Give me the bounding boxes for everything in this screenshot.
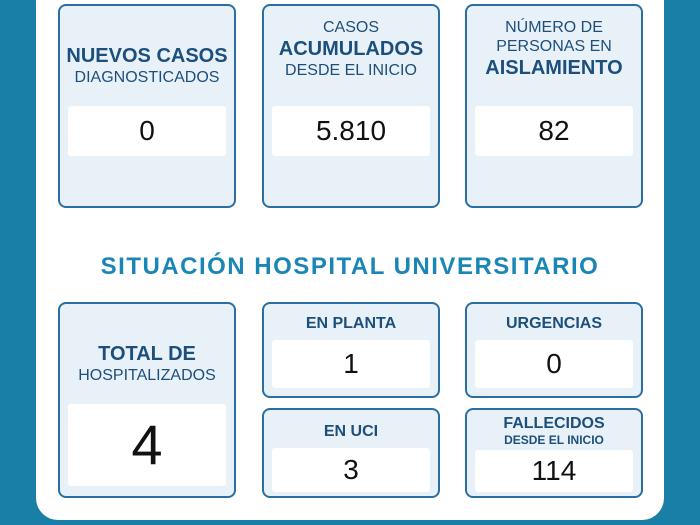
value-en-planta: 1 (272, 340, 430, 388)
card-urgencias: URGENCIAS 0 (465, 302, 643, 398)
card-total-hospitalizados: TOTAL DE HOSPITALIZADOS 4 (58, 302, 236, 498)
card-title-line: DESDE EL INICIO (285, 62, 417, 80)
card-label: URGENCIAS (505, 315, 602, 332)
card-en-planta: EN PLANTA 1 (262, 302, 440, 398)
card-title-line: PERSONAS EN (496, 38, 612, 56)
section-title: SITUACIÓN HOSPITAL UNIVERSITARIO (100, 253, 600, 280)
value-casos-acumulados: 5.810 (272, 106, 430, 156)
value-aislamiento: 82 (475, 106, 633, 156)
card-title-line: ACUMULADOS (278, 38, 424, 61)
card-label: FALLECIDOS (503, 415, 605, 432)
card-title-line: NUEVOS CASOS (66, 45, 228, 67)
card-title-line: NÚMERO DE (505, 19, 603, 36)
card-title-line: DIAGNOSTICADOS (74, 69, 220, 86)
card-title-line: TOTAL DE (98, 343, 196, 365)
value-total-hospitalizados: 4 (68, 404, 226, 486)
card-title-line: CASOS (322, 19, 379, 36)
card-nuevos-casos: NUEVOS CASOS DIAGNOSTICADOS 0 (58, 4, 236, 208)
card-title-line: AISLAMIENTO (485, 57, 623, 80)
card-label: EN PLANTA (305, 315, 397, 332)
card-aislamiento: NÚMERO DE PERSONAS EN AISLAMIENTO 82 (465, 4, 643, 208)
card-casos-acumulados: CASOS ACUMULADOS DESDE EL INICIO 5.810 (262, 4, 440, 208)
card-title-line: HOSPITALIZADOS (78, 367, 216, 384)
card-en-uci: EN UCI 3 (262, 408, 440, 498)
value-nuevos-casos: 0 (68, 106, 226, 156)
value-urgencias: 0 (475, 340, 633, 388)
value-en-uci: 3 (272, 448, 430, 492)
value-fallecidos: 114 (475, 450, 633, 492)
card-label: EN UCI (323, 423, 379, 440)
card-sublabel: DESDE EL INICIO (504, 433, 604, 448)
card-fallecidos: FALLECIDOS DESDE EL INICIO 114 (465, 408, 643, 498)
